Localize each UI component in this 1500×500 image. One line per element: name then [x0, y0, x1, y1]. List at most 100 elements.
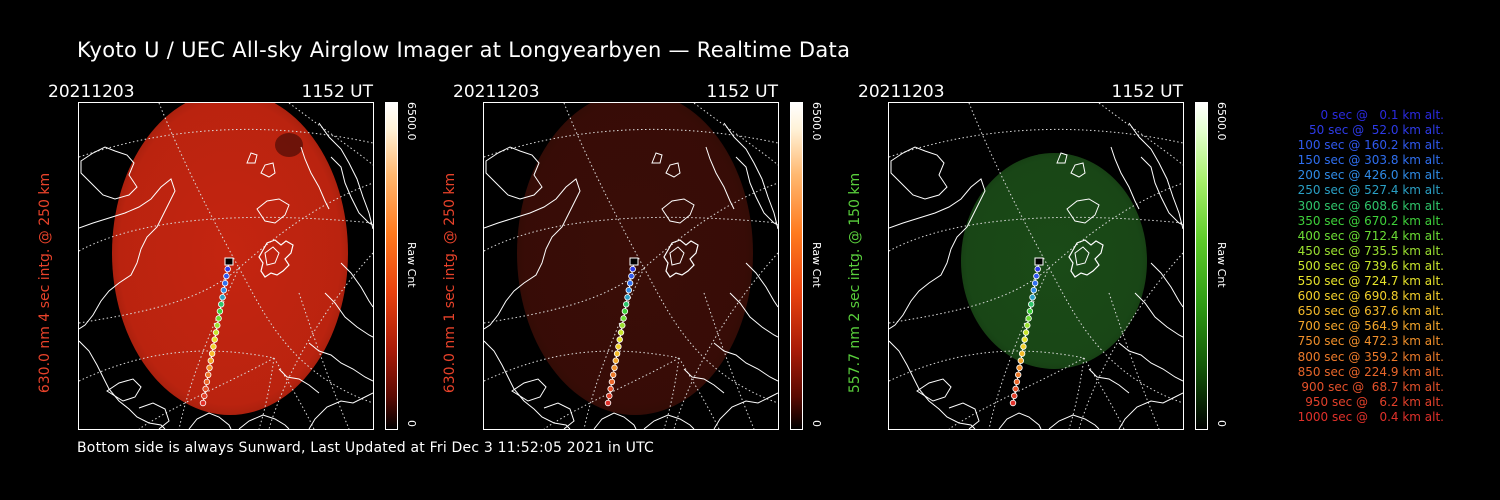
trajectory-point [604, 399, 612, 407]
trajectory-point [214, 322, 221, 329]
trajectory-point [1030, 286, 1037, 294]
coastline [889, 122, 1183, 429]
legend-row: 50 sec @ 52.0 km alt. [1301, 123, 1444, 138]
legend-row: 850 sec @ 224.9 km alt. [1293, 364, 1444, 379]
trajectory-point [219, 294, 226, 301]
panel-wavelength-label: 557.7 nm 2 sec intg. @ 150 km [847, 172, 863, 394]
trajectory-point [613, 350, 621, 357]
trajectory-point [1011, 392, 1018, 400]
trajectory-point [201, 392, 208, 400]
imager-panel-3: 20211203 1152 UT 557.7 nm 2 sec intg. @ 15… [847, 82, 1298, 432]
allsky-image [483, 102, 779, 430]
trajectory-point [611, 364, 618, 371]
trajectory-point [1034, 265, 1041, 273]
trajectory-legend: 0 sec @ 0.1 km alt. 50 sec @ 52.0 km alt… [1262, 108, 1444, 425]
cloud-spot [275, 133, 303, 157]
trajectory-point [1013, 378, 1021, 386]
trajectory-point [216, 308, 224, 315]
legend-row: 550 sec @ 724.7 km alt. [1293, 274, 1444, 289]
trajectory-point [1031, 279, 1039, 287]
legend-row: 0 sec @ 0.1 km alt. [1309, 108, 1444, 122]
trajectory-point [608, 378, 616, 386]
colorbar-unit-label: Raw Cnt [405, 242, 418, 288]
trajectory-point [202, 385, 209, 393]
trajectory-point [624, 294, 631, 301]
trajectory-point [1026, 308, 1034, 315]
trajectory-point [211, 336, 218, 343]
trajectory-point [619, 322, 626, 329]
allsky-image [888, 102, 1184, 430]
trajectory-point [1021, 336, 1028, 343]
panel-date: 20211203 [48, 82, 135, 102]
panel-time: 1152 UT [1111, 82, 1184, 102]
trajectory-point [1018, 350, 1026, 357]
legend-row: 500 sec @ 739.6 km alt. [1293, 258, 1444, 273]
panel-wavelength-label: 630.0 nm 4 sec intg. @ 250 km [37, 172, 53, 394]
trajectory-point [206, 364, 213, 371]
svalbard-outline [258, 239, 294, 278]
trajectory-point [1025, 315, 1032, 322]
trajectory-point [1009, 399, 1017, 407]
trajectory-point [1027, 301, 1035, 308]
geo-grid [484, 103, 778, 429]
legend-row: 100 sec @ 160.2 km alt. [1293, 138, 1444, 153]
trajectory-point [203, 378, 211, 386]
trajectory-point [629, 265, 636, 273]
legend-row: 650 sec @ 637.6 km alt. [1293, 304, 1444, 319]
trajectory-point [1020, 343, 1027, 350]
colorbar-min-label: 0 [1215, 420, 1228, 427]
trajectory-point [217, 301, 225, 308]
geo-grid [79, 103, 373, 429]
page-title: Kyoto U / UEC All-sky Airglow Imager at … [77, 38, 851, 62]
trajectory-point [210, 343, 217, 350]
trajectory-point [204, 371, 212, 378]
trajectory-point [620, 315, 627, 322]
legend-row: 200 sec @ 426.0 km alt. [1293, 168, 1444, 183]
airglow-disk [961, 153, 1147, 369]
panel-time: 1152 UT [706, 82, 779, 102]
geo-grid [889, 103, 1183, 429]
legend-row: 700 sec @ 564.9 km alt. [1293, 319, 1444, 334]
trajectory-point [612, 357, 619, 364]
allsky-map-svg [484, 103, 778, 429]
legend-row: 950 sec @ 6.2 km alt. [1301, 394, 1444, 409]
trajectory-point [606, 392, 613, 400]
svalbard-outline [1068, 239, 1104, 278]
trajectory-point [208, 350, 216, 357]
trajectory-point [207, 357, 214, 364]
legend-row: 150 sec @ 303.8 km alt. [1293, 153, 1444, 168]
trajectory-point [626, 279, 634, 287]
colorbar-unit-label: Raw Cnt [1215, 242, 1228, 288]
colorbar-max-label: 6500.0 [1215, 102, 1228, 141]
trajectory-point [621, 308, 629, 315]
legend-row: 800 sec @ 359.2 km alt. [1293, 349, 1444, 364]
trajectory-point [1033, 272, 1040, 280]
trajectory-point [615, 343, 622, 350]
colorbar-min-label: 0 [405, 420, 418, 427]
trajectory-point [1017, 357, 1024, 364]
trajectory-point [1029, 294, 1036, 301]
trajectory-point [199, 399, 207, 407]
imager-panel-1: 20211203 1152 UT 630.0 nm 4 sec intg. @ 25… [37, 82, 488, 432]
colorbar-min-label: 0 [810, 420, 823, 427]
coastline [484, 122, 778, 429]
panel-time: 1152 UT [301, 82, 374, 102]
trajectory-point [616, 336, 623, 343]
trajectory-point [622, 301, 630, 308]
trajectory-point [628, 272, 635, 280]
trajectory-point [221, 279, 229, 287]
trajectory-point [625, 286, 632, 294]
legend-row: 300 sec @ 608.6 km alt. [1293, 198, 1444, 213]
legend-row: 250 sec @ 527.4 km alt. [1293, 183, 1444, 198]
allsky-image [78, 102, 374, 430]
legend-row: 750 sec @ 472.3 km alt. [1293, 334, 1444, 349]
trajectory-point [1022, 329, 1030, 336]
colorbar [1195, 102, 1208, 430]
colorbar-max-label: 6500.0 [405, 102, 418, 141]
legend-row: 350 sec @ 670.2 km alt. [1293, 213, 1444, 228]
trajectory-point [1014, 371, 1022, 378]
panel-date: 20211203 [453, 82, 540, 102]
allsky-map-svg [79, 103, 373, 429]
allsky-map-svg [889, 103, 1183, 429]
launch-marker [1034, 257, 1044, 266]
